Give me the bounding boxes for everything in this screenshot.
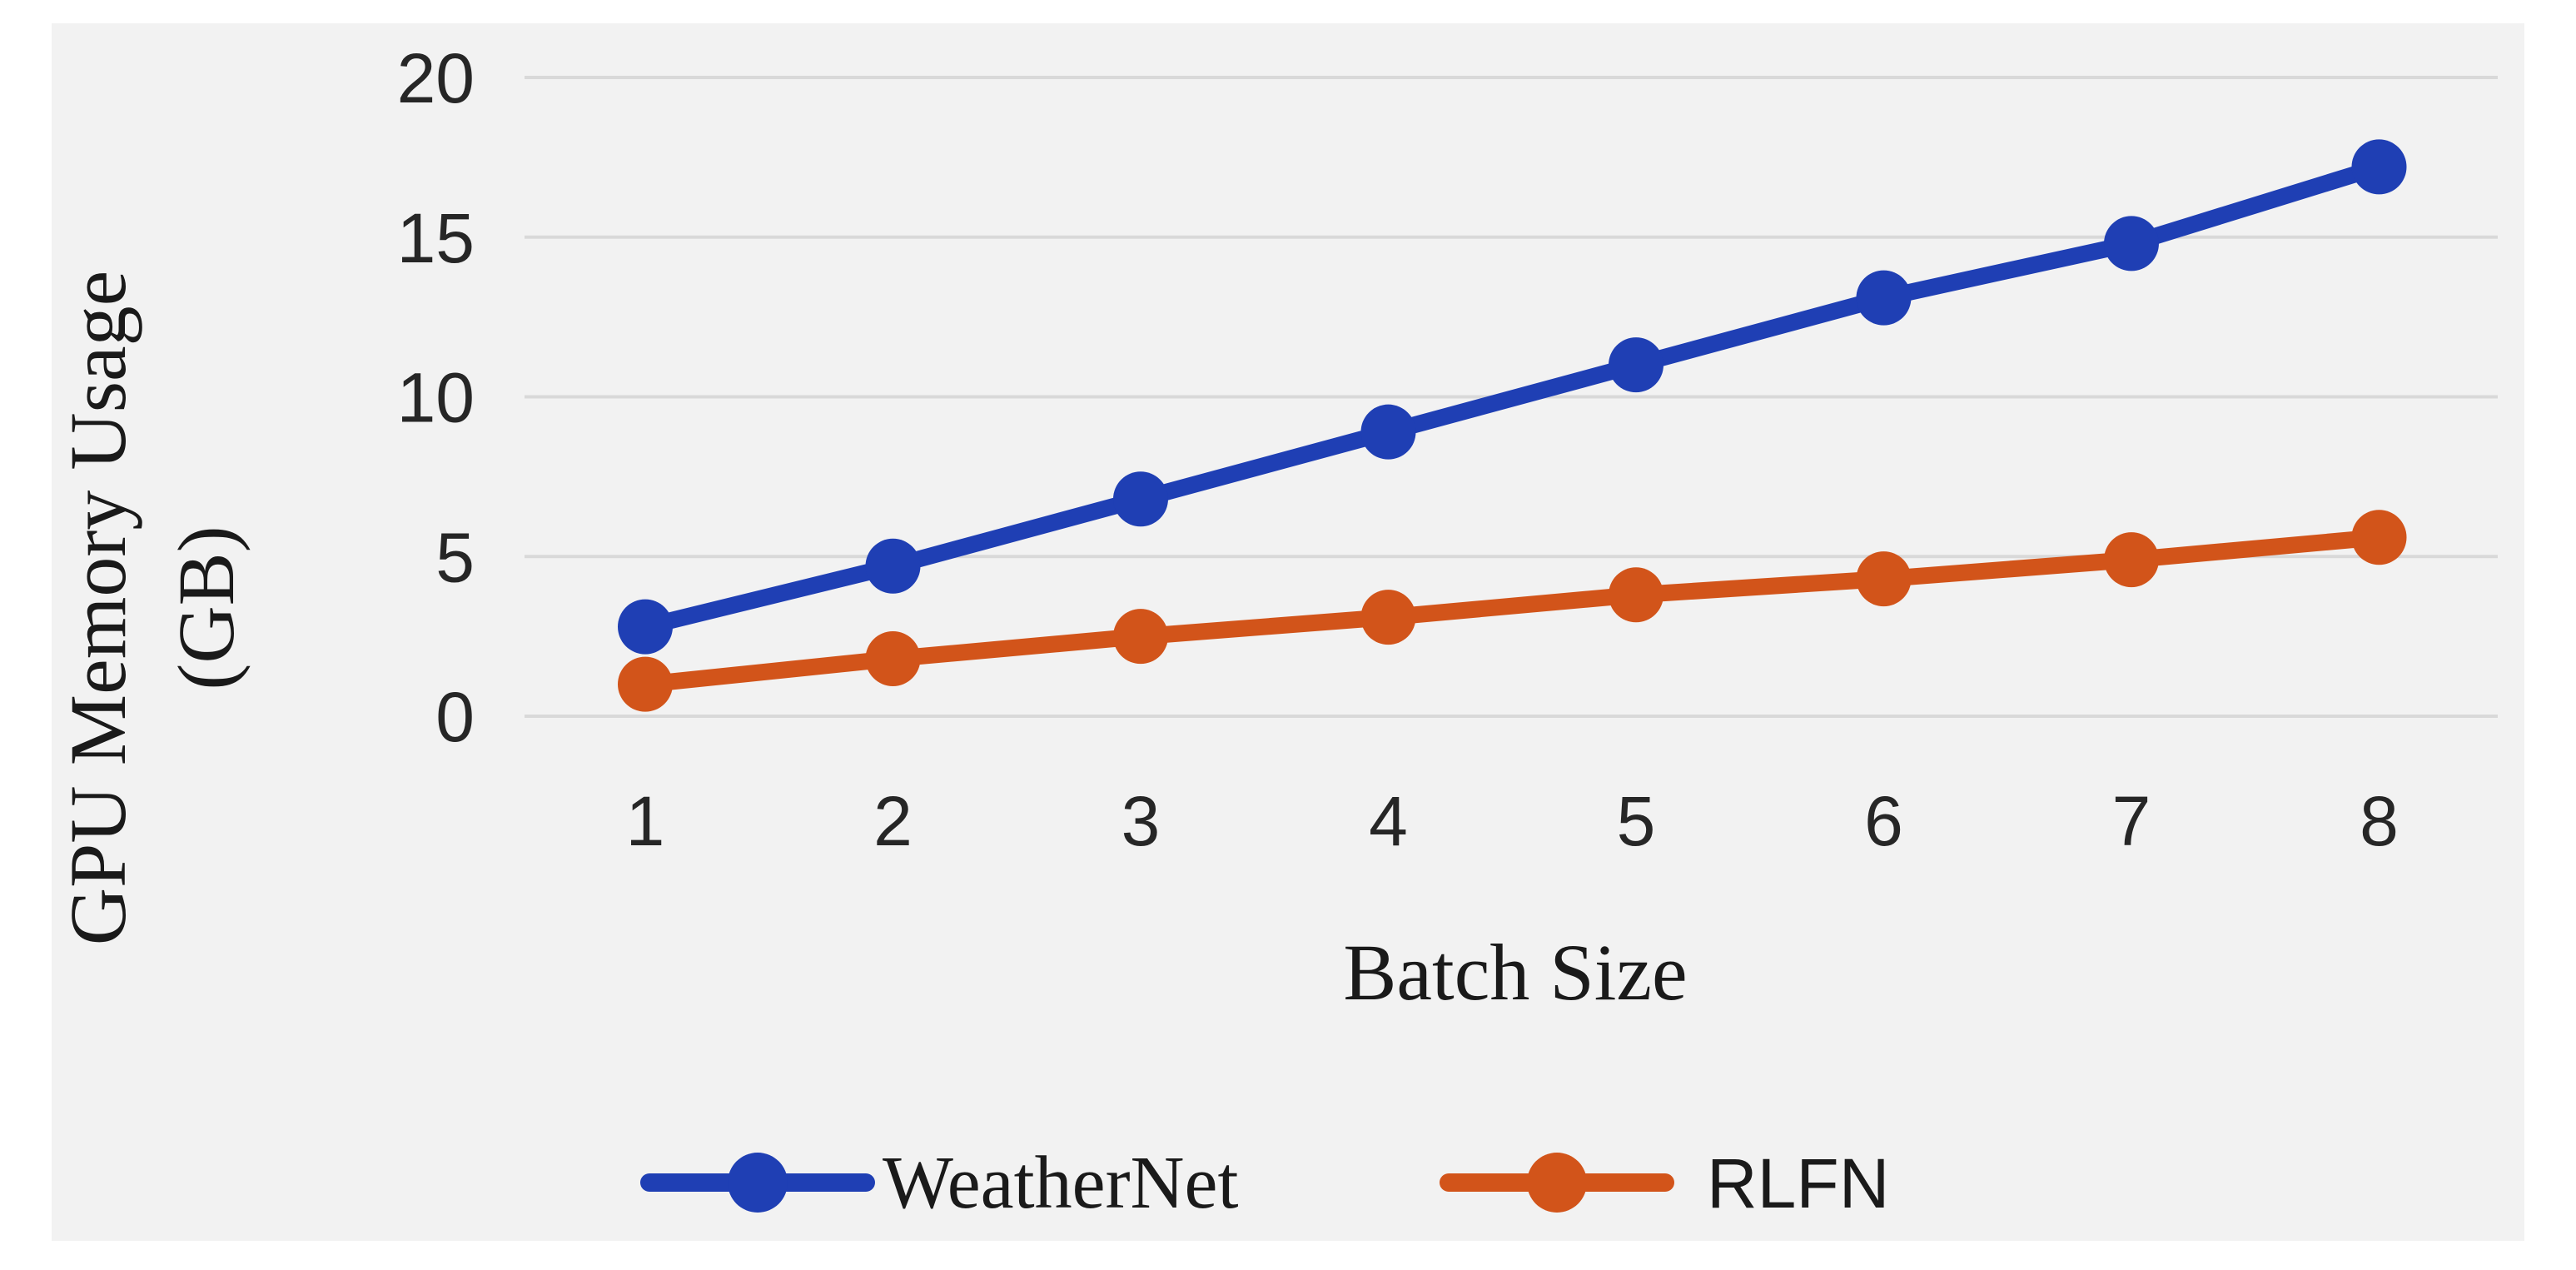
y-tick-label-10: 10 [397,359,475,437]
data-point-rlfn-3 [1113,609,1168,665]
legend-swatch-marker-weathernet [728,1153,788,1213]
x-tick-label-2: 2 [873,782,913,860]
data-point-rlfn-6 [1856,551,1912,607]
legend-swatch-marker-rlfn [1527,1153,1587,1213]
legend: WeatherNet RLFN [640,1142,1889,1224]
data-point-rlfn-5 [1609,567,1663,623]
x-tick-label-6: 6 [1864,782,1903,860]
x-tick-label-7: 7 [2112,782,2151,860]
y-tick-label-0: 0 [435,678,475,756]
data-point-rlfn-4 [1360,590,1416,645]
y-axis-tick-labels: 0 5 10 15 20 [397,39,475,756]
data-point-weathernet-1 [618,599,673,655]
data-point-rlfn-2 [865,630,921,686]
data-point-weathernet-2 [865,538,921,594]
x-tick-label-1: 1 [626,782,665,860]
data-point-weathernet-7 [2104,216,2159,271]
x-axis-title: Batch Size [1343,928,1687,1017]
data-point-rlfn-7 [2104,532,2159,588]
legend-label-rlfn: RLFN [1707,1144,1889,1223]
x-tick-label-8: 8 [2360,782,2399,860]
data-point-weathernet-8 [2351,139,2407,195]
x-axis-tick-labels: 1 2 3 4 5 6 7 8 [626,782,2399,860]
y-axis-title-line-2: (GB) [162,525,251,690]
y-axis-title-line-1: GPU Memory Usage [53,271,142,946]
x-tick-label-3: 3 [1121,782,1161,860]
y-axis-title: GPU Memory Usage (GB) [53,271,251,946]
series-line-weathernet [637,158,2388,635]
x-tick-label-5: 5 [1617,782,1656,860]
y-tick-label-5: 5 [435,518,475,596]
y-tick-label-20: 20 [397,39,475,117]
legend-item-rlfn: RLFN [1440,1144,1889,1223]
data-point-rlfn-1 [618,656,673,712]
data-point-weathernet-5 [1609,337,1663,393]
data-point-rlfn-8 [2351,510,2407,565]
legend-item-weathernet: WeatherNet [640,1142,1239,1224]
data-point-weathernet-4 [1360,404,1416,460]
legend-label-weathernet: WeatherNet [883,1142,1239,1224]
series-layer [618,139,2407,712]
series-line-rlfn [637,529,2388,693]
x-tick-label-4: 4 [1369,782,1408,860]
data-point-weathernet-6 [1856,270,1912,326]
data-point-weathernet-3 [1113,471,1168,527]
series-rlfn [618,510,2407,712]
series-weathernet [618,139,2407,655]
y-tick-label-15: 15 [397,199,475,277]
